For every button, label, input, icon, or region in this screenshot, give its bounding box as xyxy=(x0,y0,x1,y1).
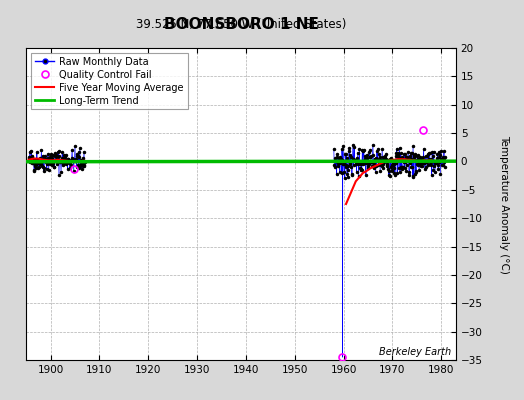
Text: 39.525 N, 77.650 W (United States): 39.525 N, 77.650 W (United States) xyxy=(136,18,346,31)
Y-axis label: Temperature Anomaly (°C): Temperature Anomaly (°C) xyxy=(499,134,509,274)
Text: Berkeley Earth: Berkeley Earth xyxy=(379,347,452,357)
Legend: Raw Monthly Data, Quality Control Fail, Five Year Moving Average, Long-Term Tren: Raw Monthly Data, Quality Control Fail, … xyxy=(31,53,188,109)
Title: BOONSBORO 1 NE: BOONSBORO 1 NE xyxy=(163,16,319,32)
